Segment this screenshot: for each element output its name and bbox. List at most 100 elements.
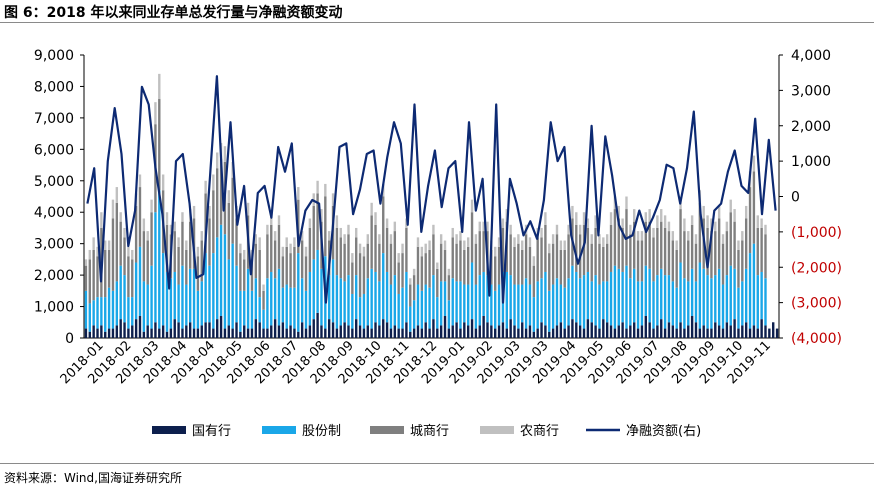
bar-segment bbox=[138, 315, 142, 338]
bar-segment bbox=[331, 322, 335, 338]
bar-segment bbox=[470, 262, 474, 320]
bar-segment bbox=[451, 237, 454, 279]
bar-segment bbox=[683, 218, 686, 232]
bar-segment bbox=[694, 281, 698, 323]
bar-segment bbox=[289, 287, 292, 326]
bar-segment bbox=[188, 322, 192, 338]
bar-segment bbox=[347, 234, 350, 276]
bar-segment bbox=[706, 328, 709, 338]
bar-segment bbox=[335, 275, 339, 329]
bar-segment bbox=[756, 275, 759, 329]
bar-segment bbox=[138, 246, 142, 316]
bar-segment bbox=[308, 218, 312, 228]
bar-segment bbox=[521, 322, 524, 338]
bar-segment bbox=[196, 246, 200, 257]
legend-swatch bbox=[370, 426, 404, 434]
bar-segment bbox=[424, 284, 427, 323]
left-tick-label: 3,000 bbox=[34, 237, 74, 253]
bar-segment bbox=[470, 212, 474, 263]
bar-segment bbox=[463, 284, 466, 323]
bar-segment bbox=[613, 209, 617, 266]
bar-segment bbox=[640, 325, 644, 338]
bar-segment bbox=[146, 231, 149, 241]
bar-segment bbox=[420, 290, 424, 329]
bar-segment bbox=[208, 322, 211, 338]
bar-segment bbox=[212, 328, 215, 338]
bar-segment bbox=[127, 246, 130, 257]
bar-segment bbox=[466, 325, 470, 338]
bar-segment bbox=[563, 249, 566, 288]
bar-segment bbox=[605, 322, 609, 338]
bar-segment bbox=[609, 212, 613, 225]
right-tick-label: (3,000) bbox=[791, 296, 842, 312]
bar-segment bbox=[409, 278, 412, 285]
bar-segment bbox=[246, 202, 250, 216]
bar-segment bbox=[710, 328, 713, 338]
bar-segment bbox=[420, 256, 424, 291]
bar-segment bbox=[521, 240, 524, 250]
bar-segment bbox=[161, 174, 165, 191]
bar-segment bbox=[358, 325, 362, 338]
bar-segment bbox=[683, 231, 686, 279]
bar-segment bbox=[509, 319, 512, 338]
bar-segment bbox=[254, 243, 258, 279]
bar-segment bbox=[393, 275, 397, 326]
bar-segment bbox=[235, 322, 238, 338]
bar-segment bbox=[405, 218, 408, 228]
bar-segment bbox=[436, 268, 439, 298]
bar-segment bbox=[107, 240, 111, 250]
bar-segment bbox=[710, 231, 713, 279]
bar-segment bbox=[636, 281, 640, 329]
bar-segment bbox=[312, 319, 315, 338]
bar-segment bbox=[212, 190, 215, 254]
bar-segment bbox=[316, 249, 319, 313]
bar-segment bbox=[474, 284, 478, 329]
bar-segment bbox=[312, 205, 315, 260]
bar-segment bbox=[598, 284, 601, 329]
bar-segment bbox=[320, 209, 323, 222]
bar-segment bbox=[548, 331, 551, 338]
bar-segment bbox=[729, 265, 732, 326]
bar-segment bbox=[347, 325, 350, 338]
bar-segment bbox=[131, 297, 134, 326]
bar-segment bbox=[744, 322, 748, 338]
bar-segment bbox=[123, 237, 126, 276]
bar-segment bbox=[335, 227, 339, 276]
bar-segment bbox=[204, 253, 207, 323]
bar-segment bbox=[451, 278, 454, 326]
bar-segment bbox=[652, 328, 655, 338]
bar-segment bbox=[258, 237, 261, 250]
bar-segment bbox=[266, 328, 269, 338]
bar-segment bbox=[173, 319, 176, 338]
bar-segment bbox=[227, 190, 230, 203]
bar-segment bbox=[447, 268, 451, 276]
bar-segment bbox=[470, 319, 474, 338]
bar-segment bbox=[355, 275, 358, 320]
bar-segment bbox=[405, 227, 408, 272]
bar-segment bbox=[192, 205, 196, 219]
bar-segment bbox=[772, 322, 775, 338]
bar-segment bbox=[455, 281, 458, 323]
bar-segment bbox=[679, 322, 682, 338]
bar-segment bbox=[185, 325, 188, 338]
left-tick-label: 4,000 bbox=[34, 205, 74, 221]
bar-segment bbox=[443, 315, 447, 338]
bar-segment bbox=[725, 221, 729, 232]
bar-segment bbox=[521, 284, 524, 323]
bar-segment bbox=[200, 325, 203, 338]
bar-segment bbox=[243, 290, 246, 326]
bar-segment bbox=[270, 271, 273, 326]
bar-segment bbox=[243, 259, 246, 291]
bar-segment bbox=[339, 227, 342, 238]
bar-segment bbox=[505, 271, 508, 329]
bar-segment bbox=[737, 249, 740, 288]
bar-segment bbox=[575, 322, 578, 338]
bar-segment bbox=[389, 234, 393, 244]
bar-segment bbox=[138, 174, 142, 188]
bar-segment bbox=[660, 209, 663, 222]
bar-segment bbox=[370, 215, 373, 269]
bar-segment bbox=[690, 224, 694, 269]
bar-segment bbox=[192, 268, 196, 329]
bar-segment bbox=[300, 322, 304, 338]
bar-segment bbox=[551, 284, 555, 329]
